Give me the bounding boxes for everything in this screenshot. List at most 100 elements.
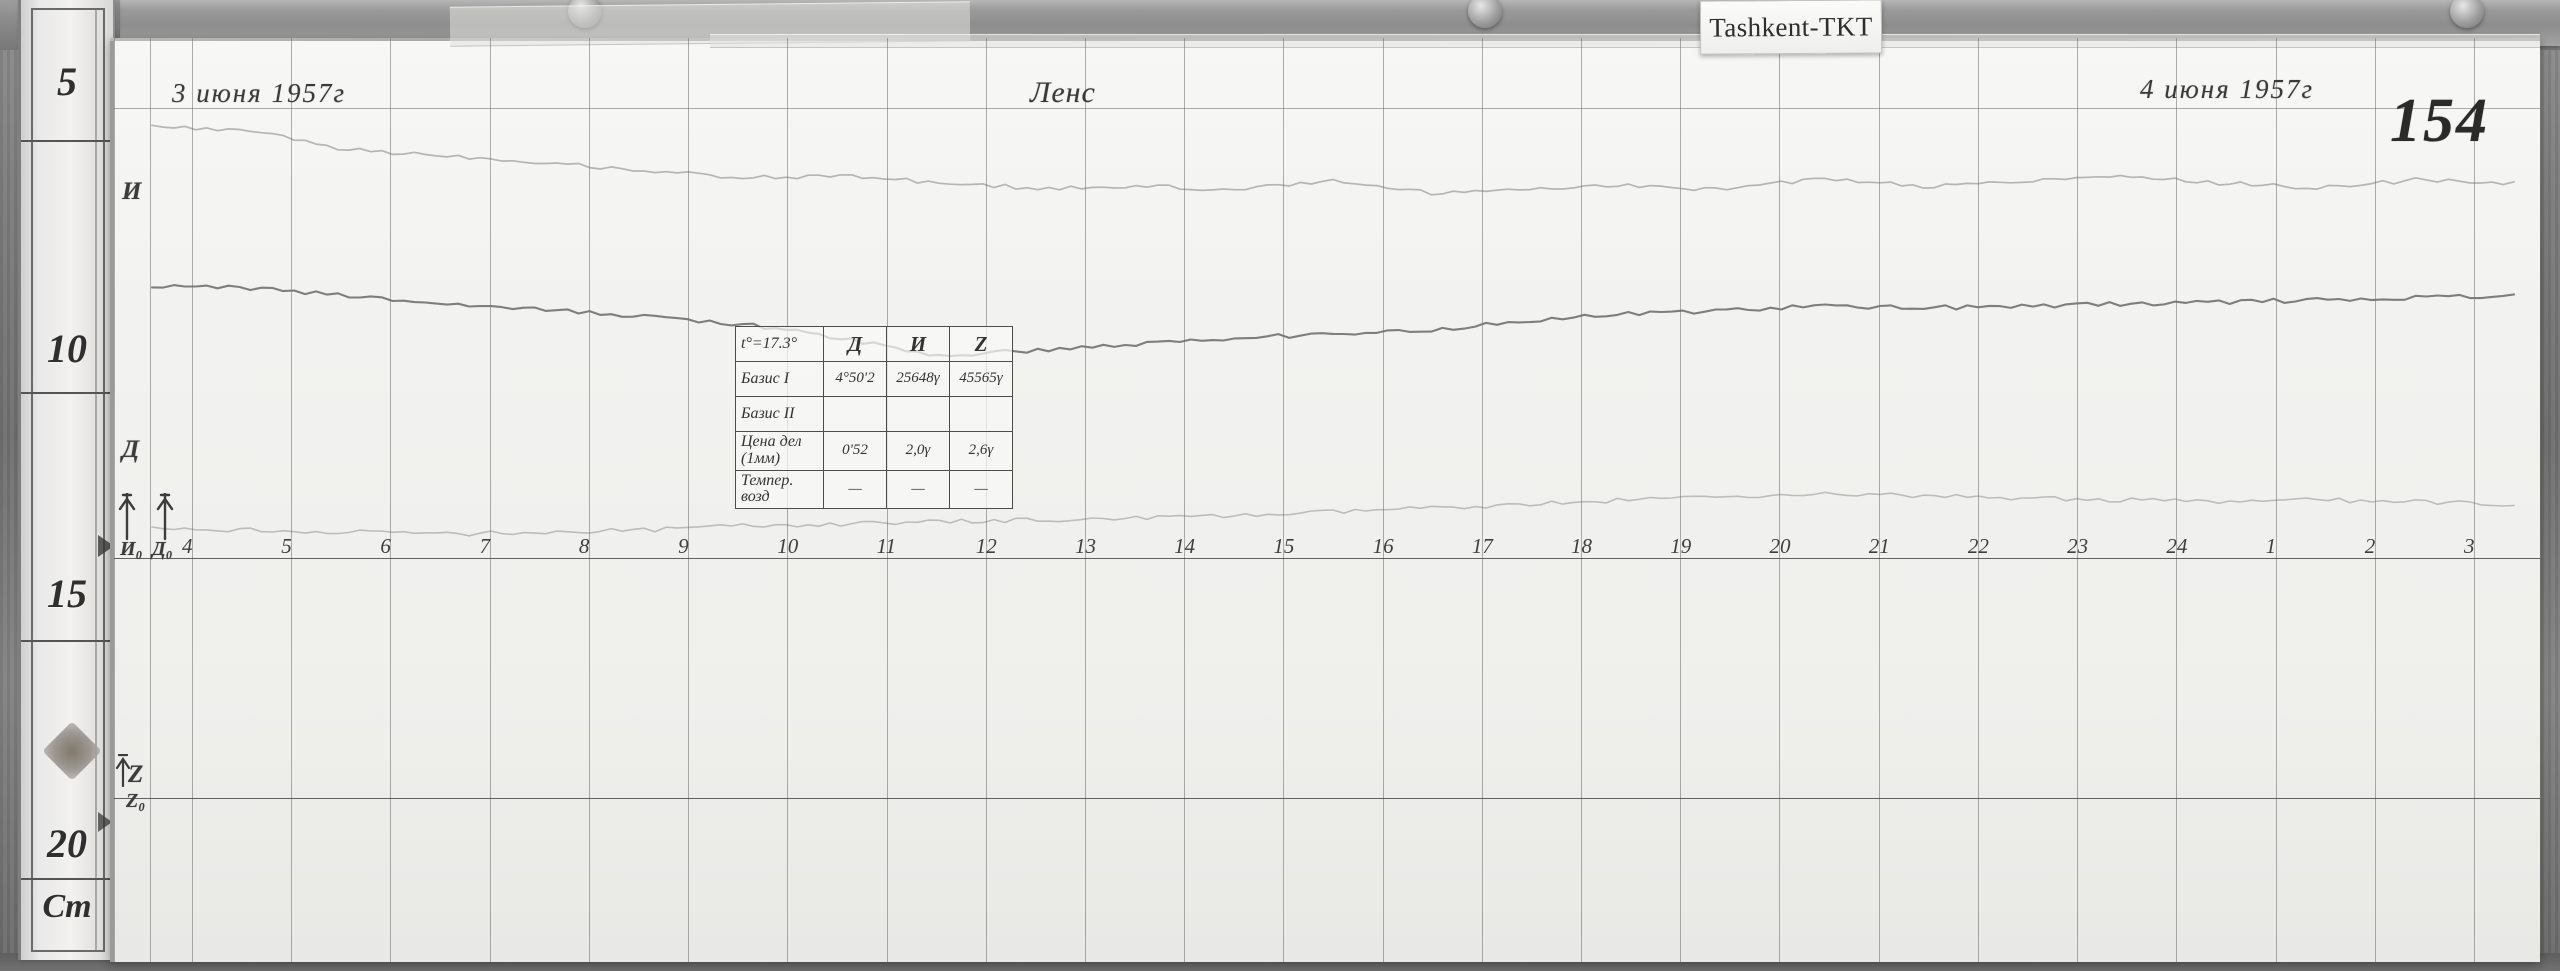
ruler-tick (21, 140, 113, 142)
grid-vertical-line (1878, 38, 1880, 962)
hour-tick-label: 23 (2067, 534, 2089, 558)
hour-tick-label: 3 (2464, 534, 2475, 558)
clamp-bolt-icon (2450, 0, 2484, 28)
left-edge-triangle-marker-icon (98, 812, 112, 832)
station-label-sticker: Tashkent-TKT (1699, 0, 1883, 55)
zero-baseline (114, 798, 2540, 799)
trace-d (150, 284, 2516, 358)
table-cell-value (886, 396, 950, 432)
hour-tick-label: 14 (1174, 534, 1196, 558)
ruler-edge-line (95, 10, 97, 950)
hour-tick-label: 6 (380, 534, 391, 558)
table-cell-value: 4°50'2 (823, 361, 887, 397)
table-header-row: t°=17.3° Д И Z (735, 326, 1013, 362)
ruler-frame (31, 8, 105, 952)
adhesive-tape-strip (710, 34, 2540, 48)
grid-vertical-line (1382, 38, 1384, 962)
trace-label-h: И (122, 178, 142, 205)
table-cell-value (949, 396, 1013, 432)
table-row-label: Темпер. возд (735, 469, 824, 510)
grid-vertical-line (489, 38, 491, 962)
magnetogram-paper-sheet: 3 июня 1957г Ленс 4 июня 1957г 154 И Д И… (110, 1, 2540, 962)
up-arrow-icon (118, 493, 136, 541)
grid-vertical-line (150, 38, 151, 962)
table-row: Базис I 4°50'2 25648γ 45565γ (735, 361, 1013, 397)
handwritten-date-right: 4 июня 1957г (2140, 74, 2315, 104)
grid-vertical-line (1184, 38, 1186, 962)
station-label-text: Tashkent-TKT (1709, 10, 1873, 43)
table-row: Темпер. возд — — — (735, 469, 1013, 510)
trace-label-d: Д (122, 436, 140, 463)
up-arrow-icon (156, 493, 174, 541)
handwritten-center-note: Ленс (1030, 76, 1096, 109)
sheet-left-edge (110, 38, 114, 962)
grid-vertical-line (1779, 38, 1781, 962)
ruler-mark-20: 20 (47, 821, 87, 866)
ruler-mark-15: 15 (47, 571, 87, 616)
grid-vertical-line (192, 38, 193, 962)
table-row-label: Базис II (735, 396, 824, 432)
hour-tick-label: 1 (2265, 534, 2277, 558)
up-arrow-icon (115, 754, 131, 788)
ruler-tick (21, 878, 113, 880)
table-cell-value: 2,0γ (886, 431, 950, 471)
grid-vertical-line (390, 38, 392, 962)
hour-tick-label: 5 (281, 534, 292, 558)
ruler-unit-label: Cm (42, 888, 92, 925)
grid-vertical-line (588, 38, 590, 962)
chart-grid (114, 38, 2540, 962)
table-cell-value: — (823, 469, 887, 510)
grid-horizontal-line (114, 108, 2540, 109)
table-cell-value: 45565γ (949, 361, 1013, 397)
hour-tick-label: 16 (1372, 534, 1394, 558)
table-column-header: И (886, 326, 950, 362)
table-row-label: Базис I (735, 361, 824, 397)
hour-tick-label: 10 (777, 534, 799, 558)
zero-baseline (114, 558, 2540, 559)
clamp-bolt-icon (1468, 0, 1502, 28)
trace-h (151, 124, 2515, 196)
grid-vertical-line (1581, 38, 1583, 962)
ruler-tick (21, 392, 113, 394)
hour-tick-label: 21 (1868, 534, 1890, 558)
grid-vertical-line (114, 38, 115, 962)
grid-vertical-line (1481, 38, 1483, 962)
hour-tick-label: 19 (1670, 534, 1692, 558)
sheet-number: 154 (2390, 87, 2489, 155)
hour-tick-label: 18 (1571, 534, 1593, 558)
grid-vertical-line (2374, 38, 2376, 962)
ruler-mark-5: 5 (57, 59, 77, 104)
hour-tick-label: 17 (1471, 534, 1493, 558)
grid-vertical-line (1977, 38, 1979, 962)
grid-vertical-line (2176, 38, 2178, 962)
table-column-header: Д (823, 326, 887, 362)
grid-vertical-line (688, 38, 690, 962)
hour-tick-label: 24 (2166, 534, 2188, 558)
ruler-tick (21, 640, 113, 642)
hour-tick-label: 11 (876, 534, 896, 558)
hour-tick-label: 12 (975, 534, 997, 558)
hour-tick-label: 8 (578, 534, 590, 558)
hour-tick-label: 7 (479, 534, 491, 558)
grid-vertical-line (2275, 38, 2277, 962)
hour-tick-label: 15 (1273, 534, 1295, 558)
hour-tick-label: 22 (1967, 534, 1989, 558)
grid-vertical-line (2474, 38, 2475, 962)
grid-vertical-line (1084, 38, 1086, 962)
grid-vertical-line (1283, 38, 1285, 962)
trace-label-z-baseline: Z₀ (126, 790, 146, 812)
grid-vertical-line (1680, 38, 1682, 962)
ruler-mark-10: 10 (47, 326, 87, 371)
table-row: Цена дел (1мм) 0'52 2,0γ 2,6γ (735, 431, 1013, 471)
table-row: Базис II (735, 396, 1013, 432)
table-cell-value: — (949, 469, 1013, 510)
calibration-table: t°=17.3° Д И Z Базис I 4°50'2 25648γ 45565γ Бази… (735, 326, 1013, 510)
trace-label-h-baseline: И₀ (120, 538, 143, 560)
hour-tick-label: 9 (678, 534, 689, 558)
table-cell-value (823, 396, 887, 432)
grid-vertical-line (291, 38, 293, 962)
table-cell-value: 25648γ (886, 361, 950, 397)
trace-z (151, 491, 2515, 537)
table-cell-value: 2,6γ (949, 431, 1013, 471)
